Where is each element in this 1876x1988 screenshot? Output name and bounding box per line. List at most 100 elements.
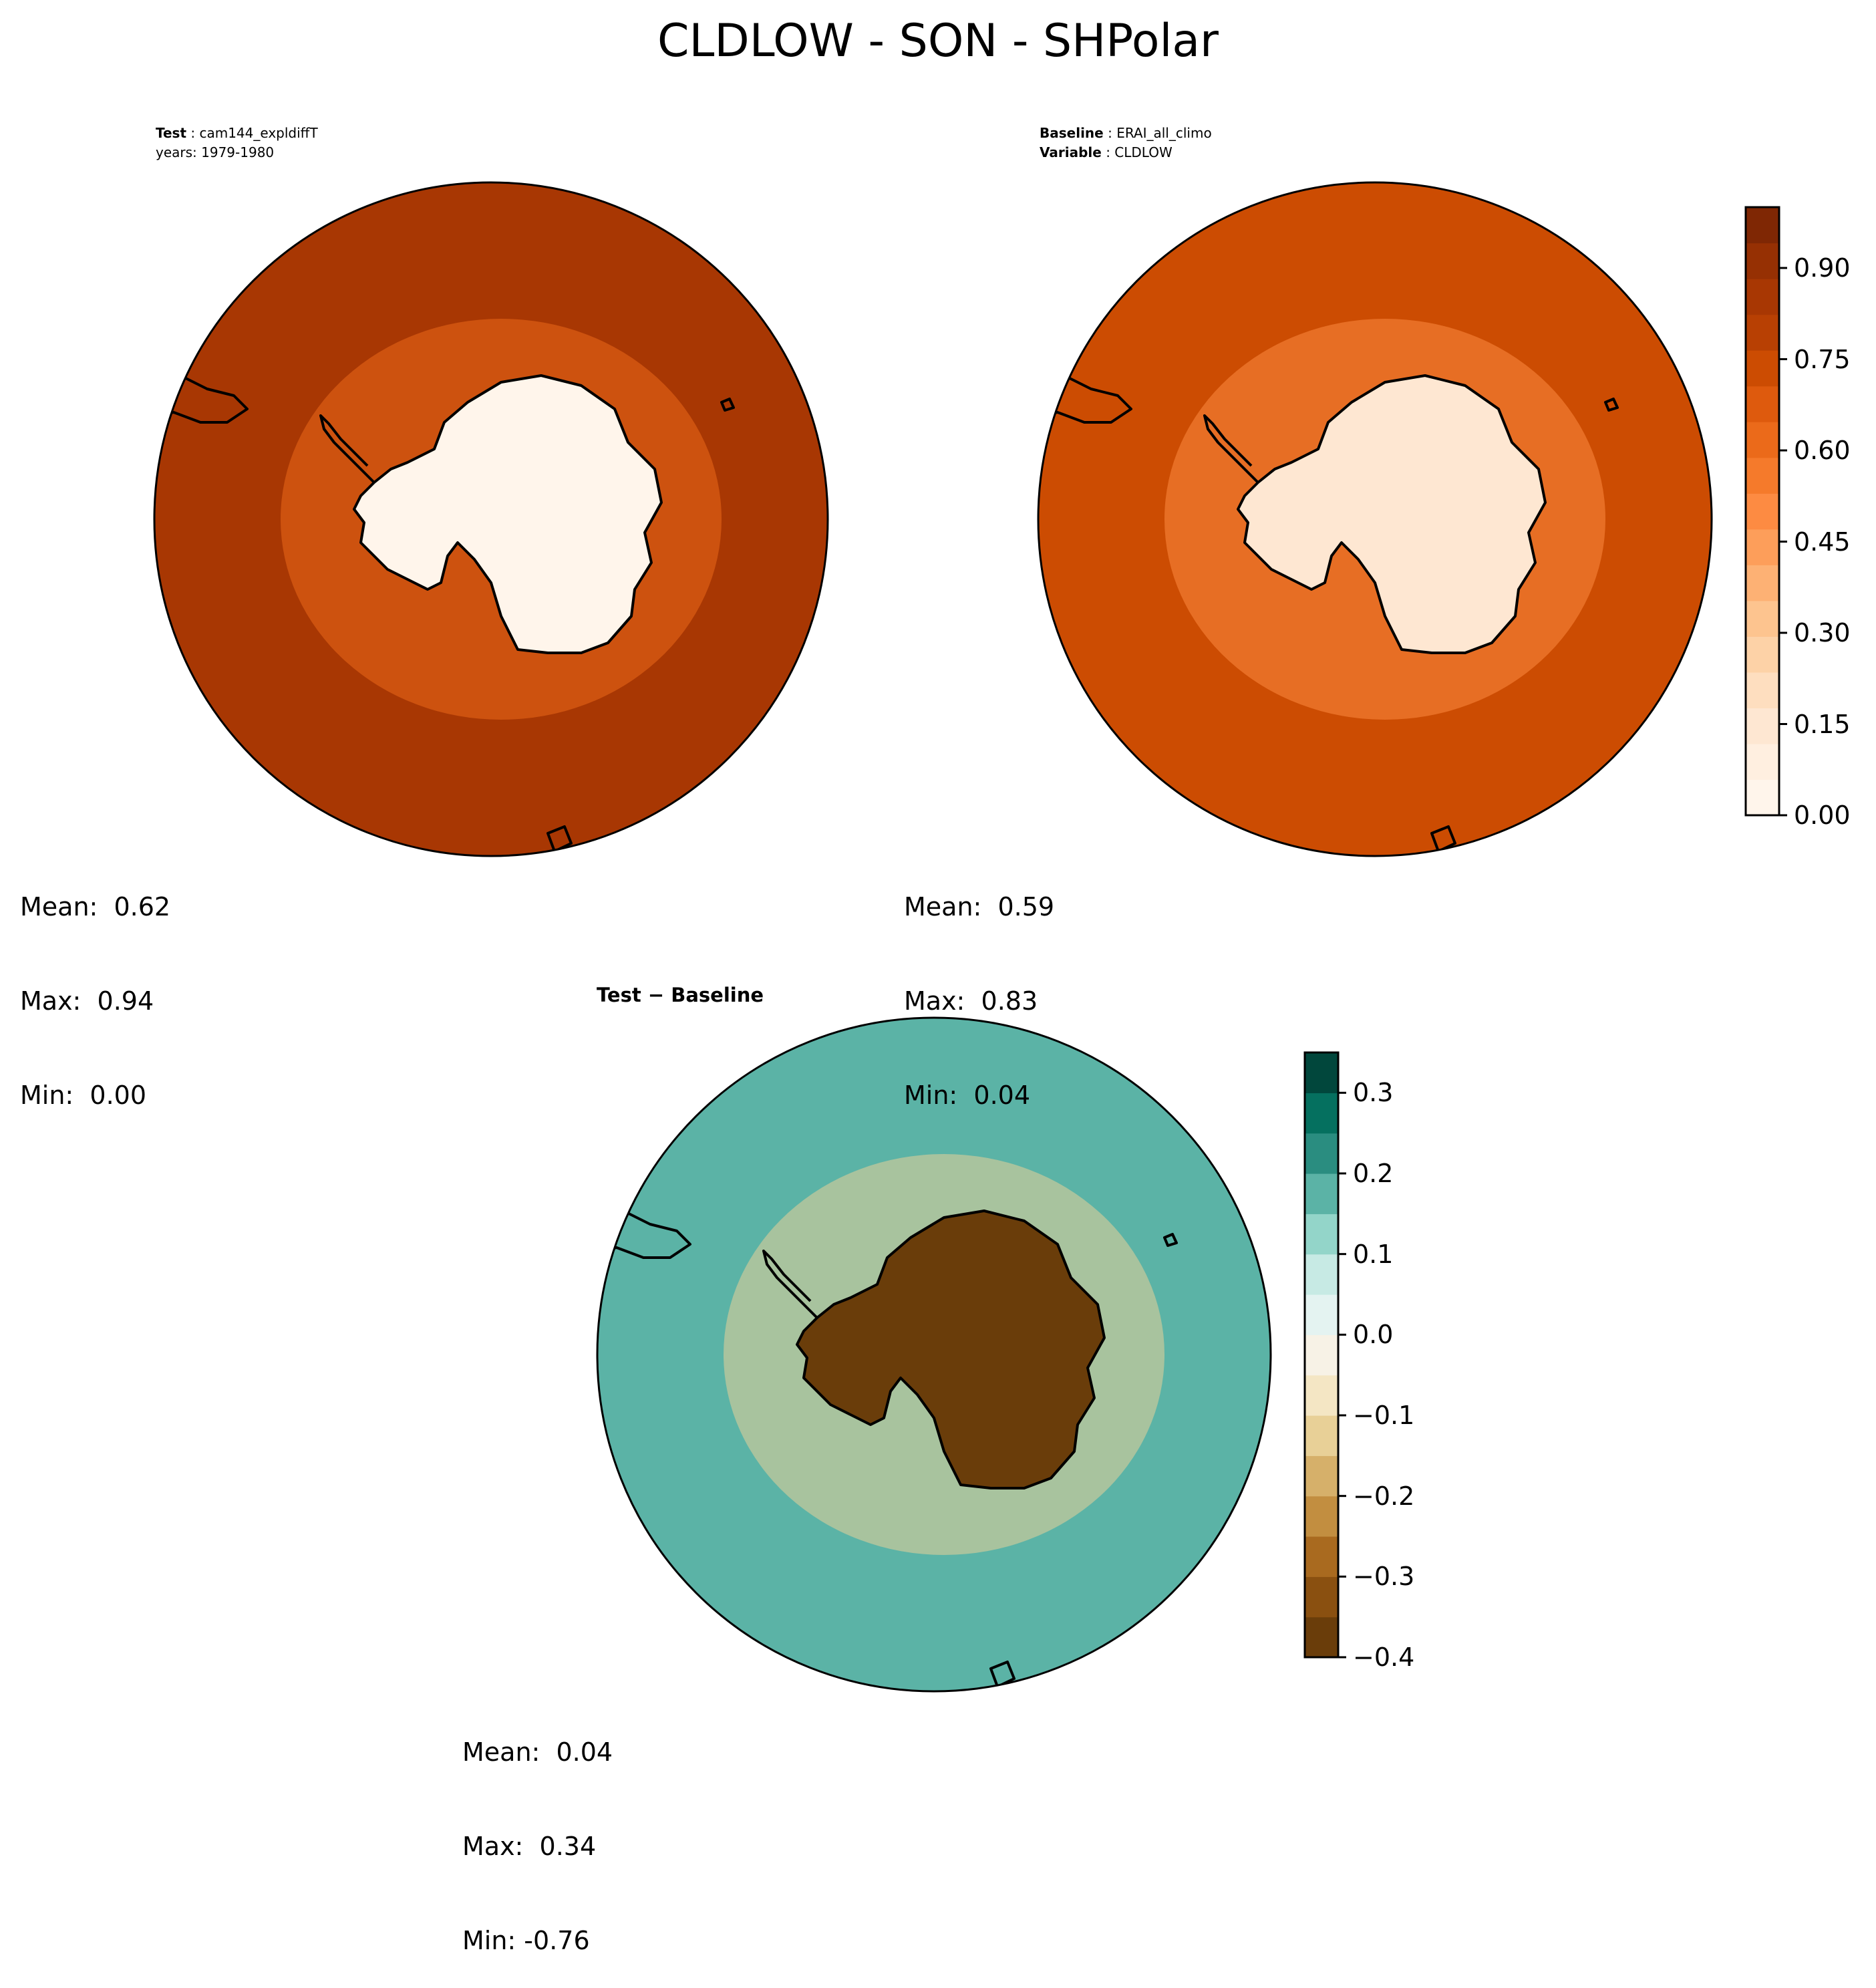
difference-colorbar-swatch <box>1305 1214 1338 1255</box>
difference-stats: Mean: 0.04 Max: 0.34 Min: -0.76 <box>462 1674 613 1988</box>
baseline-mean: Mean: 0.59 <box>904 892 1055 921</box>
difference-coastline-south-america <box>597 1210 691 1259</box>
difference-map-boundary <box>596 1016 1272 1693</box>
baseline-continent-fill <box>1238 376 1545 653</box>
test-years: years: 1979-1980 <box>156 144 275 160</box>
difference-field <box>597 1017 1271 1692</box>
baseline-max: Max: 0.83 <box>904 986 1038 1016</box>
baseline-coastline-island <box>1430 825 1456 853</box>
absolute-colorbar-swatch <box>1746 493 1779 530</box>
absolute-colorbar-tick-label: 0.30 <box>1794 618 1851 648</box>
baseline-map-boundary <box>1037 181 1713 857</box>
test-max: Max: 0.94 <box>20 986 154 1016</box>
difference-coastline-island <box>1163 1233 1178 1247</box>
difference-colorbar-swatch <box>1305 1375 1338 1416</box>
difference-colorbar-tick-label: −0.2 <box>1353 1481 1415 1511</box>
baseline-stats: Mean: 0.59 Max: 0.83 Min: 0.04 <box>904 829 1054 1143</box>
absolute-colorbar-swatch <box>1746 386 1779 422</box>
absolute-colorbar-swatch <box>1746 279 1779 315</box>
absolute-colorbar-frame <box>1744 206 1780 817</box>
absolute-colorbar-swatch <box>1746 672 1779 709</box>
baseline-coastline-island <box>1604 398 1619 412</box>
absolute-colorbar-tick-label: 0.45 <box>1794 527 1851 557</box>
difference-coastline-peninsula <box>762 1250 818 1319</box>
difference-colorbar-tick-label: −0.4 <box>1353 1643 1415 1672</box>
test-mean: Mean: 0.62 <box>20 892 171 921</box>
absolute-colorbar-swatch <box>1746 243 1779 279</box>
difference-colorbar-swatch <box>1305 1093 1338 1134</box>
absolute-colorbar-swatch <box>1746 565 1779 601</box>
test-coastline-island <box>546 825 573 853</box>
absolute-colorbar-tick-label: 0.00 <box>1794 801 1851 830</box>
difference-colorbar-tick-label: 0.2 <box>1353 1159 1394 1188</box>
difference-colorbar-swatch <box>1305 1616 1338 1658</box>
difference-coastline-island <box>989 1661 1015 1688</box>
test-min: Min: 0.00 <box>20 1081 146 1110</box>
difference-colorbar <box>1303 1051 1346 1659</box>
absolute-colorbar-swatch <box>1746 422 1779 458</box>
difference-polar-map <box>596 1016 1272 1693</box>
test-stats: Mean: 0.62 Max: 0.94 Min: 0.00 <box>20 829 170 1143</box>
difference-colorbar-swatch <box>1305 1173 1338 1214</box>
baseline-coastline-peninsula <box>1203 414 1259 484</box>
absolute-colorbar-tick-label: 0.75 <box>1794 344 1851 374</box>
baseline-polar-map <box>1037 181 1713 857</box>
baseline-coastline-south-america <box>1038 374 1132 424</box>
difference-colorbar-swatch <box>1305 1294 1338 1335</box>
test-field <box>154 182 828 857</box>
baseline-label-key: Baseline <box>1040 125 1104 141</box>
difference-colorbar-swatch <box>1305 1455 1338 1497</box>
difference-colorbar-tick-label: 0.3 <box>1353 1078 1394 1108</box>
difference-min: Min: -0.76 <box>462 1926 590 1955</box>
difference-mean: Mean: 0.04 <box>462 1737 613 1767</box>
absolute-colorbar-swatch <box>1746 529 1779 565</box>
test-coastline-south-america <box>154 374 249 424</box>
difference-panel-label: Test − Baseline <box>597 984 764 1006</box>
difference-colorbar-tick-label: −0.1 <box>1353 1401 1415 1430</box>
absolute-colorbar-tick-label: 0.90 <box>1794 253 1851 283</box>
absolute-colorbar <box>1744 206 1787 817</box>
difference-colorbar-swatch <box>1305 1334 1338 1376</box>
absolute-colorbar-swatch <box>1746 207 1779 244</box>
absolute-colorbar-swatch <box>1746 350 1779 387</box>
test-coastline-antarctica <box>353 374 663 654</box>
test-continent-fill <box>354 376 661 653</box>
test-map-boundary <box>153 181 829 857</box>
baseline-field <box>1038 182 1712 857</box>
difference-colorbar-swatch <box>1305 1496 1338 1537</box>
difference-colorbar-swatch <box>1305 1133 1338 1174</box>
absolute-colorbar-swatch <box>1746 743 1779 780</box>
figure-title: CLDLOW - SON - SHPolar <box>657 15 1219 67</box>
baseline-panel-label: Baseline : ERAI_all_climo Variable : CLD… <box>1040 125 1212 160</box>
test-coastline-island <box>720 398 735 412</box>
absolute-colorbar-tick-label: 0.15 <box>1794 709 1851 739</box>
test-panel-label: Test : cam144_expldiffT years: 1979-1980 <box>156 124 318 162</box>
absolute-colorbar-tick-label: 0.60 <box>1794 436 1851 465</box>
test-coastline-peninsula <box>319 414 375 484</box>
test-label-key: Test <box>156 125 187 141</box>
variable-name: CLDLOW <box>1114 144 1172 160</box>
difference-colorbar-tick-label: 0.1 <box>1353 1239 1394 1269</box>
difference-colorbar-swatch <box>1305 1415 1338 1456</box>
difference-colorbar-swatch <box>1305 1052 1338 1093</box>
difference-continent-fill <box>797 1211 1104 1488</box>
difference-colorbar-frame <box>1303 1051 1340 1659</box>
baseline-case-name: ERAI_all_climo <box>1116 125 1212 141</box>
difference-colorbar-swatch <box>1305 1576 1338 1618</box>
absolute-colorbar-swatch <box>1746 314 1779 351</box>
difference-colorbar-swatch <box>1305 1536 1338 1577</box>
difference-colorbar-tick-label: 0.0 <box>1353 1320 1394 1350</box>
absolute-colorbar-swatch <box>1746 600 1779 637</box>
baseline-coastline-antarctica <box>1237 374 1547 654</box>
absolute-colorbar-swatch <box>1746 636 1779 673</box>
variable-label-key: Variable <box>1040 144 1102 160</box>
difference-colorbar-tick-label: −0.3 <box>1353 1562 1415 1592</box>
absolute-colorbar-swatch <box>1746 708 1779 744</box>
absolute-colorbar-swatch <box>1746 457 1779 494</box>
baseline-min: Min: 0.04 <box>904 1081 1030 1110</box>
absolute-colorbar-swatch <box>1746 779 1779 816</box>
test-case-name: cam144_expldiffT <box>199 125 318 141</box>
test-polar-map <box>153 181 829 857</box>
difference-max: Max: 0.34 <box>462 1832 597 1861</box>
difference-colorbar-swatch <box>1305 1254 1338 1295</box>
